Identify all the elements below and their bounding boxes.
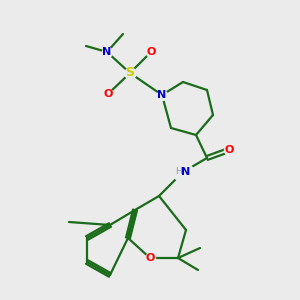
Text: O: O [145,253,155,263]
Text: O: O [103,89,113,99]
Text: O: O [146,47,156,57]
Text: N: N [158,90,166,100]
Text: S: S [125,67,134,80]
Text: O: O [224,145,234,155]
Text: N: N [182,167,190,177]
Text: N: N [102,47,112,57]
Text: H: H [175,167,182,176]
